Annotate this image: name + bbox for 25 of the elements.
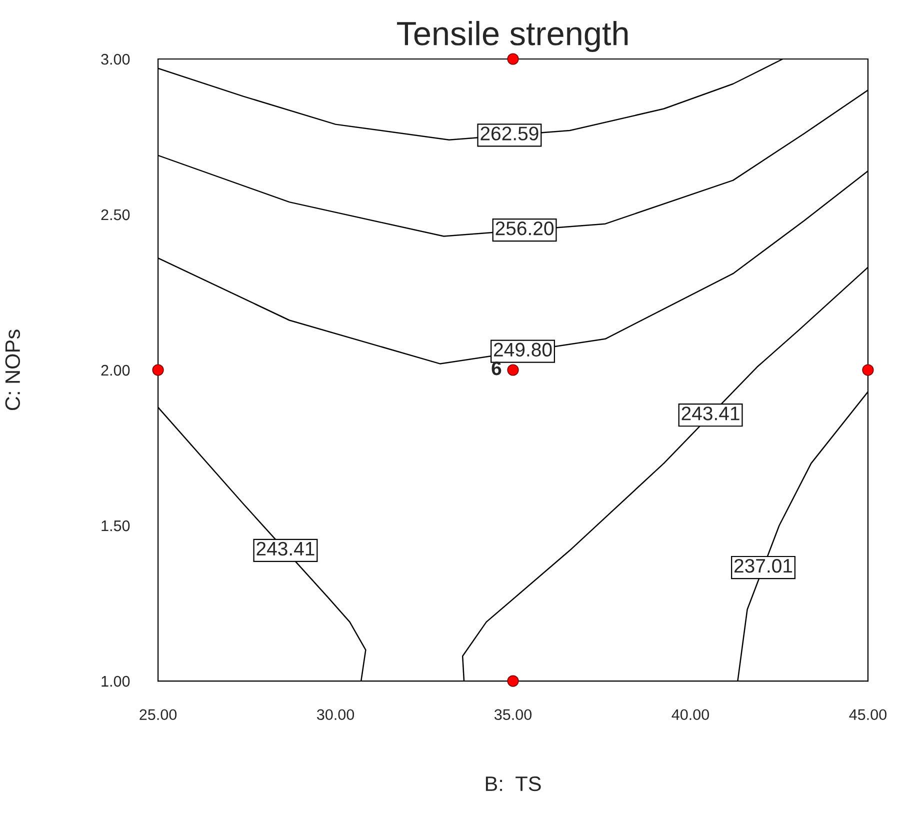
y-tick-label: 1.50 — [102, 520, 130, 532]
y-tick-label: 2.50 — [101, 209, 130, 220]
y-tick-label: 3.00 — [101, 54, 130, 65]
x-tick-label: 35.00 — [494, 709, 532, 720]
y-tick-label: 2.00 — [101, 364, 130, 376]
x-tick-label: 25.00 — [140, 709, 177, 720]
point — [507, 675, 519, 687]
annotation: 6 — [492, 361, 502, 376]
series-label: 262.59 — [480, 126, 538, 140]
series-label: 237.01 — [734, 558, 792, 573]
point — [507, 364, 519, 376]
y-tick-label: 1.00 — [102, 676, 130, 687]
series-label: 243.41 — [256, 542, 314, 556]
point — [152, 364, 164, 376]
y-axis-title: C: NOPs — [5, 330, 20, 410]
x-tick-label: 40.00 — [672, 709, 709, 720]
point — [507, 53, 519, 65]
point — [862, 364, 874, 376]
x-tick-label: 30.00 — [316, 709, 354, 720]
chart-title: Tensile strength — [397, 20, 628, 52]
series-label: 256.20 — [496, 222, 554, 236]
x-axis-title: B: TS — [486, 776, 541, 792]
x-tick-label: 45.00 — [849, 709, 886, 720]
series-label: 243.41 — [682, 406, 740, 420]
series-label: 249.80 — [494, 342, 552, 357]
